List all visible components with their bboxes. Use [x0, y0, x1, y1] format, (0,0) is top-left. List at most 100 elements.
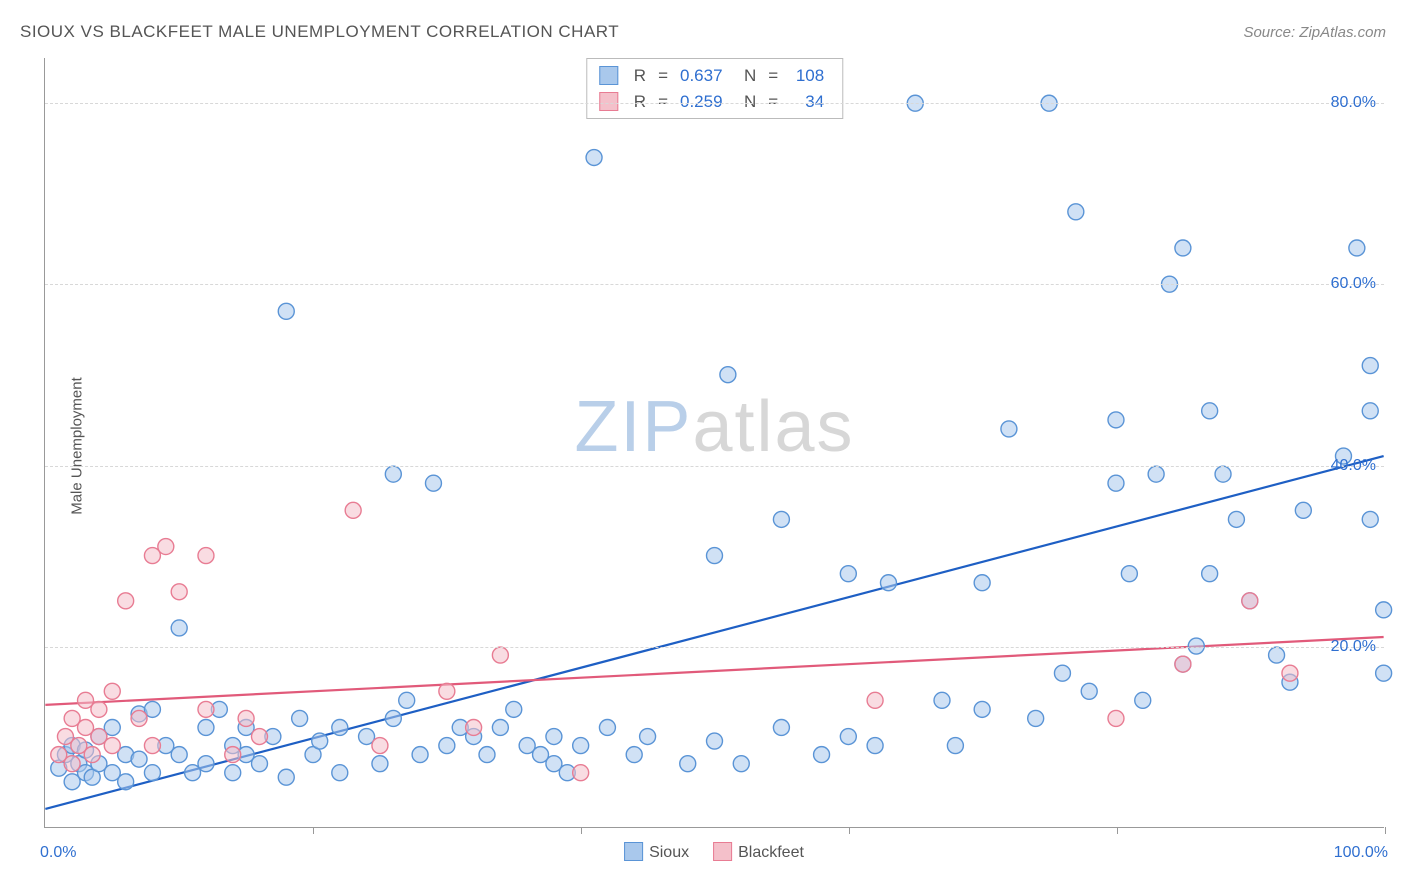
scatter-point [934, 692, 950, 708]
equals-sign: = [658, 89, 668, 115]
scatter-point [412, 747, 428, 763]
scatter-point [252, 729, 268, 745]
scatter-point [1376, 665, 1392, 681]
n-value: 108 [790, 63, 824, 89]
scatter-point [104, 738, 120, 754]
scatter-point [171, 584, 187, 600]
legend-label: Sioux [649, 844, 689, 861]
scatter-point [466, 719, 482, 735]
y-tick-label: 20.0% [1331, 638, 1376, 656]
scatter-point [1108, 710, 1124, 726]
scatter-point [425, 475, 441, 491]
legend-item: Sioux [624, 842, 689, 862]
scatter-point [1376, 602, 1392, 618]
scatter-point [880, 575, 896, 591]
scatter-point [974, 701, 990, 717]
source-attribution: Source: ZipAtlas.com [1243, 24, 1386, 41]
scatter-point [171, 620, 187, 636]
scatter-point [1054, 665, 1070, 681]
header: SIOUX VS BLACKFEET MALE UNEMPLOYMENT COR… [20, 22, 1386, 42]
scatter-point [1362, 403, 1378, 419]
scatter-point [1228, 511, 1244, 527]
scatter-point [1202, 403, 1218, 419]
scatter-point [385, 466, 401, 482]
equals-sign: = [768, 63, 778, 89]
scatter-point [345, 502, 361, 518]
y-tick-label: 40.0% [1331, 457, 1376, 475]
chart-title: SIOUX VS BLACKFEET MALE UNEMPLOYMENT COR… [20, 22, 619, 42]
scatter-point [1362, 358, 1378, 374]
scatter-point [439, 683, 455, 699]
scatter-point [707, 548, 723, 564]
x-axis-max-label: 100.0% [1334, 844, 1388, 862]
scatter-point [312, 733, 328, 749]
scatter-point [198, 719, 214, 735]
scatter-point [720, 367, 736, 383]
scatter-point [198, 548, 214, 564]
scatter-point [546, 729, 562, 745]
scatter-point [840, 566, 856, 582]
scatter-point [439, 738, 455, 754]
scatter-point [131, 710, 147, 726]
scatter-point [1362, 511, 1378, 527]
legend-swatch [599, 92, 618, 111]
n-label: N [744, 89, 756, 115]
scatter-point [1135, 692, 1151, 708]
scatter-point [1108, 475, 1124, 491]
scatter-point [84, 747, 100, 763]
scatter-point [1242, 593, 1258, 609]
scatter-point [492, 647, 508, 663]
scatter-point [586, 150, 602, 166]
stats-legend-row: R=0.637N=108 [599, 63, 824, 89]
scatter-point [144, 765, 160, 781]
scatter-point [238, 710, 254, 726]
scatter-point [198, 756, 214, 772]
scatter-point [91, 701, 107, 717]
scatter-point [144, 738, 160, 754]
scatter-point [104, 683, 120, 699]
scatter-point [867, 738, 883, 754]
legend-swatch [599, 66, 618, 85]
scatter-point [974, 575, 990, 591]
scatter-point [733, 756, 749, 772]
scatter-point [479, 747, 495, 763]
series-legend: Sioux Blackfeet [624, 842, 804, 862]
x-tick [581, 827, 582, 834]
scatter-point [947, 738, 963, 754]
scatter-point [814, 747, 830, 763]
scatter-point [573, 765, 589, 781]
x-tick [1117, 827, 1118, 834]
scatter-point [599, 719, 615, 735]
x-axis-min-label: 0.0% [40, 844, 76, 862]
r-label: R [634, 63, 646, 89]
n-label: N [744, 63, 756, 89]
scatter-point [278, 769, 294, 785]
x-tick [849, 827, 850, 834]
scatter-point [171, 747, 187, 763]
scatter-point [1295, 502, 1311, 518]
x-tick [313, 827, 314, 834]
scatter-point [158, 539, 174, 555]
scatter-point [867, 692, 883, 708]
scatter-point [332, 765, 348, 781]
scatter-point [332, 719, 348, 735]
scatter-point [1108, 412, 1124, 428]
scatter-point [1269, 647, 1285, 663]
correlation-stats-legend: R=0.637N=108R=0.259N=34 [586, 58, 843, 119]
scatter-plot: ZIPatlas R=0.637N=108R=0.259N=34 20.0%40… [44, 58, 1384, 828]
gridline [45, 103, 1384, 104]
scatter-point [773, 719, 789, 735]
legend-item: Blackfeet [713, 842, 804, 862]
scatter-point [278, 303, 294, 319]
scatter-point [1148, 466, 1164, 482]
scatter-point [1282, 665, 1298, 681]
scatter-point [1121, 566, 1137, 582]
scatter-point [118, 593, 134, 609]
scatter-point [1175, 656, 1191, 672]
scatter-point [252, 756, 268, 772]
scatter-point [506, 701, 522, 717]
scatter-point [680, 756, 696, 772]
n-value: 34 [790, 89, 824, 115]
scatter-point [1068, 204, 1084, 220]
r-value: 0.259 [680, 89, 734, 115]
